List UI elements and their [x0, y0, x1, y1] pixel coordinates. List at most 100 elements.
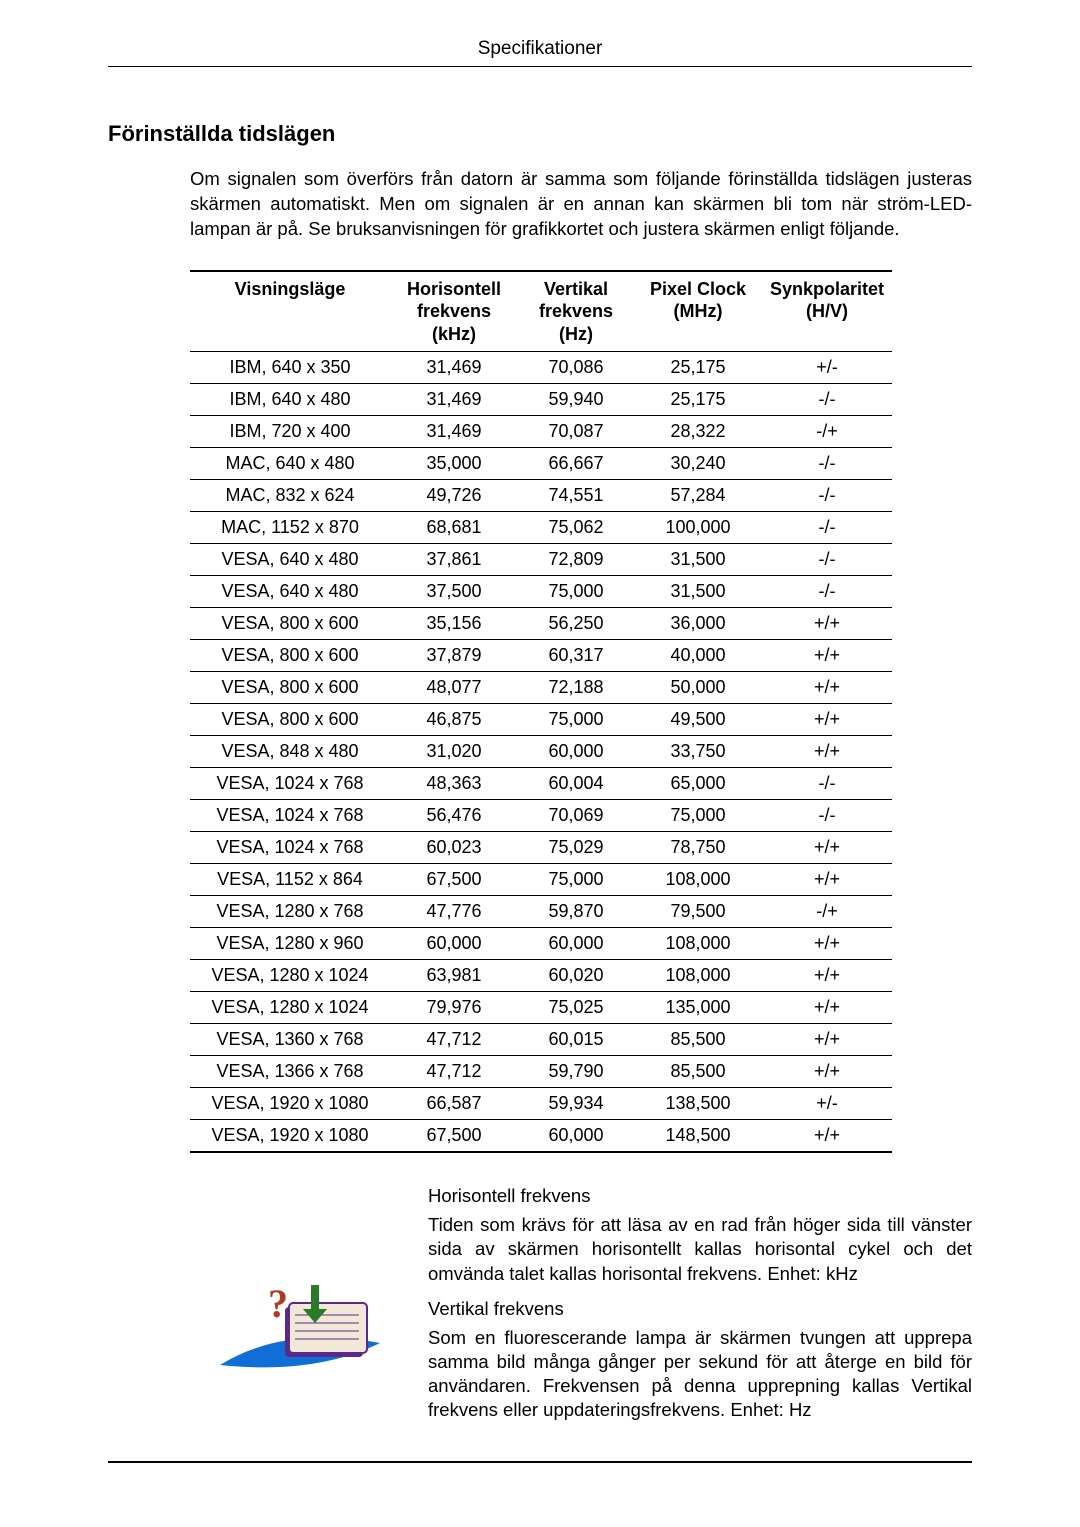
cell-sp: +/+ [762, 608, 892, 640]
cell-mode: VESA, 800 x 600 [190, 672, 390, 704]
cell-sp: -/- [762, 384, 892, 416]
cell-sp: -/- [762, 576, 892, 608]
cell-hf: 46,875 [390, 704, 518, 736]
cell-hf: 49,726 [390, 480, 518, 512]
cell-pc: 57,284 [634, 480, 762, 512]
table-row: VESA, 1280 x 102479,97675,025135,000+/+ [190, 992, 892, 1024]
table-row: VESA, 1366 x 76847,71259,79085,500+/+ [190, 1056, 892, 1088]
cell-hf: 68,681 [390, 512, 518, 544]
cell-sp: +/+ [762, 1120, 892, 1153]
info-icon: ? [190, 1185, 410, 1433]
cell-vf: 60,020 [518, 960, 634, 992]
cell-vf: 75,000 [518, 576, 634, 608]
cell-mode: IBM, 640 x 350 [190, 352, 390, 384]
cell-vf: 70,069 [518, 800, 634, 832]
cell-hf: 48,077 [390, 672, 518, 704]
cell-pc: 148,500 [634, 1120, 762, 1153]
cell-sp: +/- [762, 1088, 892, 1120]
cell-vf: 59,790 [518, 1056, 634, 1088]
cell-pc: 108,000 [634, 864, 762, 896]
cell-hf: 66,587 [390, 1088, 518, 1120]
cell-mode: VESA, 1024 x 768 [190, 768, 390, 800]
table-row: IBM, 640 x 35031,46970,08625,175+/- [190, 352, 892, 384]
cell-pc: 100,000 [634, 512, 762, 544]
cell-sp: +/+ [762, 1024, 892, 1056]
cell-hf: 60,023 [390, 832, 518, 864]
cell-mode: VESA, 1024 x 768 [190, 800, 390, 832]
cell-sp: -/+ [762, 416, 892, 448]
col-header-mode: Visningsläge [190, 271, 390, 352]
cell-hf: 60,000 [390, 928, 518, 960]
cell-pc: 135,000 [634, 992, 762, 1024]
hf-def: Tiden som krävs för att läsa av en rad f… [428, 1213, 972, 1285]
cell-pc: 85,500 [634, 1056, 762, 1088]
vf-term: Vertikal frekvens [428, 1298, 972, 1320]
cell-vf: 72,188 [518, 672, 634, 704]
timing-table: Visningsläge Horisontell frekvens (kHz) … [190, 270, 892, 1154]
table-row: IBM, 640 x 48031,46959,94025,175-/- [190, 384, 892, 416]
cell-hf: 47,712 [390, 1056, 518, 1088]
cell-pc: 85,500 [634, 1024, 762, 1056]
cell-hf: 31,469 [390, 384, 518, 416]
cell-hf: 35,000 [390, 448, 518, 480]
table-row: VESA, 848 x 48031,02060,00033,750+/+ [190, 736, 892, 768]
cell-sp: +/+ [762, 1056, 892, 1088]
cell-hf: 67,500 [390, 1120, 518, 1153]
cell-mode: VESA, 1366 x 768 [190, 1056, 390, 1088]
cell-hf: 47,712 [390, 1024, 518, 1056]
cell-vf: 72,809 [518, 544, 634, 576]
cell-sp: -/- [762, 800, 892, 832]
table-row: IBM, 720 x 40031,46970,08728,322-/+ [190, 416, 892, 448]
cell-mode: VESA, 1152 x 864 [190, 864, 390, 896]
cell-vf: 60,015 [518, 1024, 634, 1056]
cell-sp: +/+ [762, 832, 892, 864]
cell-vf: 60,004 [518, 768, 634, 800]
cell-sp: +/+ [762, 704, 892, 736]
table-row: VESA, 1360 x 76847,71260,01585,500+/+ [190, 1024, 892, 1056]
table-row: VESA, 1280 x 96060,00060,000108,000+/+ [190, 928, 892, 960]
page-header-title: Specifikationer [108, 38, 972, 67]
cell-pc: 108,000 [634, 960, 762, 992]
cell-pc: 138,500 [634, 1088, 762, 1120]
cell-vf: 75,000 [518, 704, 634, 736]
cell-mode: VESA, 1280 x 768 [190, 896, 390, 928]
cell-hf: 79,976 [390, 992, 518, 1024]
table-row: VESA, 1024 x 76848,36360,00465,000-/- [190, 768, 892, 800]
cell-vf: 59,870 [518, 896, 634, 928]
cell-vf: 59,934 [518, 1088, 634, 1120]
col-header-sp: Synkpolaritet (H/V) [762, 271, 892, 352]
cell-pc: 31,500 [634, 576, 762, 608]
cell-mode: MAC, 832 x 624 [190, 480, 390, 512]
cell-pc: 28,322 [634, 416, 762, 448]
section-heading: Förinställda tidslägen [108, 121, 972, 147]
cell-sp: +/+ [762, 960, 892, 992]
cell-pc: 75,000 [634, 800, 762, 832]
cell-mode: VESA, 800 x 600 [190, 640, 390, 672]
cell-vf: 75,000 [518, 864, 634, 896]
cell-vf: 60,000 [518, 736, 634, 768]
cell-mode: VESA, 1280 x 1024 [190, 992, 390, 1024]
cell-hf: 56,476 [390, 800, 518, 832]
cell-hf: 31,469 [390, 352, 518, 384]
cell-sp: +/+ [762, 640, 892, 672]
footer-rule [108, 1461, 972, 1463]
cell-vf: 70,086 [518, 352, 634, 384]
cell-hf: 47,776 [390, 896, 518, 928]
table-row: MAC, 1152 x 87068,68175,062100,000-/- [190, 512, 892, 544]
table-row: VESA, 1920 x 108066,58759,934138,500+/- [190, 1088, 892, 1120]
cell-vf: 74,551 [518, 480, 634, 512]
cell-sp: -/- [762, 480, 892, 512]
cell-sp: +/+ [762, 864, 892, 896]
cell-hf: 37,861 [390, 544, 518, 576]
cell-sp: -/+ [762, 896, 892, 928]
table-row: VESA, 1920 x 108067,50060,000148,500+/+ [190, 1120, 892, 1153]
table-row: VESA, 800 x 60037,87960,31740,000+/+ [190, 640, 892, 672]
cell-sp: -/- [762, 512, 892, 544]
table-row: VESA, 640 x 48037,86172,80931,500-/- [190, 544, 892, 576]
cell-hf: 63,981 [390, 960, 518, 992]
cell-mode: VESA, 1280 x 1024 [190, 960, 390, 992]
cell-mode: IBM, 640 x 480 [190, 384, 390, 416]
cell-pc: 79,500 [634, 896, 762, 928]
cell-vf: 60,000 [518, 1120, 634, 1153]
cell-mode: VESA, 848 x 480 [190, 736, 390, 768]
